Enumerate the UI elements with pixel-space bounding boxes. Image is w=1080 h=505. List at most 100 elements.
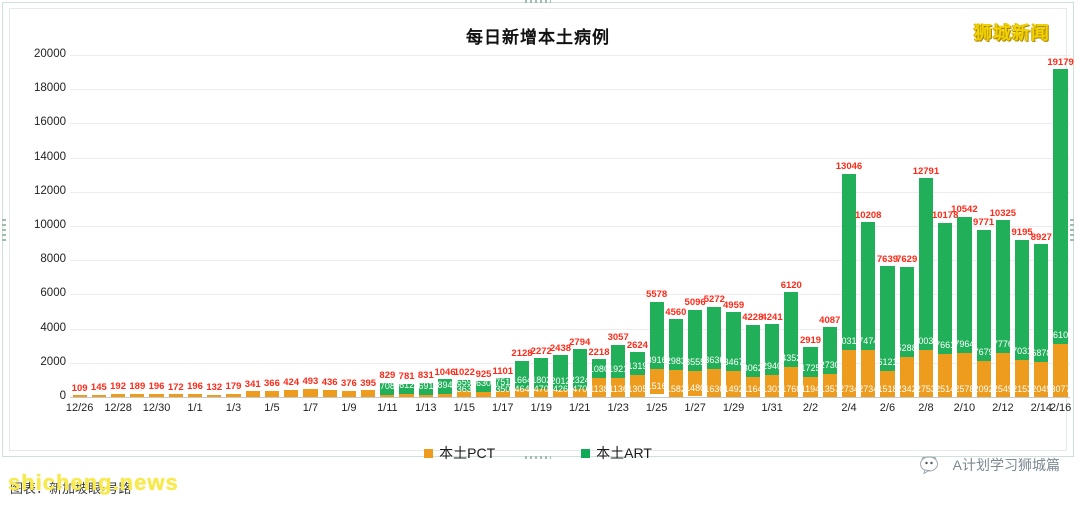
bar-segment-art[interactable]: 3062 xyxy=(743,324,763,378)
bar-group[interactable]: 196 xyxy=(147,55,166,397)
bar-segment-art[interactable]: 7776 xyxy=(993,220,1013,354)
bar-segment-art[interactable]: 2983 xyxy=(666,319,686,371)
bar-group[interactable]: 3057 1921 1136 xyxy=(608,55,629,397)
bar-segment-pct[interactable] xyxy=(303,388,318,397)
bar-segment-pct[interactable]: 1768 xyxy=(781,366,801,397)
legend-item-pct[interactable]: 本土PCT xyxy=(424,443,495,463)
bar-segment-pct[interactable]: 1194 xyxy=(801,376,820,397)
bar-segment-pct[interactable]: 2549 xyxy=(993,353,1013,397)
bar-group[interactable]: 179 xyxy=(224,55,243,397)
bar-group[interactable]: 2919 1725 1194 xyxy=(800,55,821,397)
bar-segment-art[interactable]: 2324 xyxy=(570,349,590,389)
bar-segment-pct[interactable]: 2753 xyxy=(916,349,936,397)
bar-group[interactable]: 781 612 xyxy=(397,55,416,397)
bar-segment-pct[interactable]: 2092 xyxy=(974,361,994,397)
bar-segment-art[interactable]: 751 xyxy=(495,378,510,392)
bar-group[interactable]: 2272 1802 470 xyxy=(531,55,552,397)
bar-segment-art[interactable]: 2012 xyxy=(550,355,570,390)
bar-segment-pct[interactable] xyxy=(418,394,433,397)
bar-segment-pct[interactable] xyxy=(207,394,222,397)
bar-segment-pct[interactable]: 2049 xyxy=(1031,361,1051,397)
bar-segment-pct[interactable]: 2734 xyxy=(839,350,859,397)
bar-group[interactable]: 1101 751 350 xyxy=(492,55,513,397)
bar-segment-pct[interactable] xyxy=(226,393,241,397)
bar-group[interactable]: 196 xyxy=(185,55,204,397)
bar-segment-pct[interactable] xyxy=(110,393,126,397)
bar-segment-art[interactable]: 10312 xyxy=(836,173,862,351)
bar-segment-pct[interactable] xyxy=(149,393,164,397)
bar-group[interactable]: 12791 10038 2753 xyxy=(913,55,939,397)
bar-segment-art[interactable]: 1921 xyxy=(608,344,628,378)
bar-segment-art[interactable]: 7661 xyxy=(935,222,955,354)
bar-segment-pct[interactable]: 470 xyxy=(534,384,549,397)
bar-segment-art[interactable]: 1080 xyxy=(589,359,609,378)
bar-segment-pct[interactable]: 2734 xyxy=(858,350,878,397)
bar-group[interactable]: 19179 16102 3077 xyxy=(1047,55,1074,397)
bar-group[interactable]: 4087 2730 1357 xyxy=(819,55,840,397)
bar-segment-pct[interactable]: 1136 xyxy=(608,377,628,397)
resize-handle-right[interactable] xyxy=(1070,218,1074,241)
bar-segment-pct[interactable]: 1492 xyxy=(724,371,744,397)
bar-segment-art[interactable]: 1664 xyxy=(512,360,532,390)
bar-group[interactable]: 2624 1319 1305 xyxy=(627,55,648,397)
bar-segment-art[interactable]: 691 xyxy=(418,381,433,395)
bar-segment-pct[interactable] xyxy=(91,394,106,397)
bar-segment-pct[interactable]: 464 xyxy=(514,384,530,397)
bar-group[interactable]: 2218 1080 1138 xyxy=(588,55,610,397)
bar-group[interactable]: 493 xyxy=(301,55,320,397)
bar-segment-art[interactable]: 708 xyxy=(380,381,395,395)
bar-segment-art[interactable]: 2730 xyxy=(820,327,840,374)
bar-segment-pct[interactable]: 1480 xyxy=(685,370,705,396)
bar-group[interactable]: 424 xyxy=(282,55,301,397)
bar-group[interactable]: 341 xyxy=(243,55,262,397)
bar-segment-art[interactable]: 7031 xyxy=(1012,239,1032,360)
bar-group[interactable]: 13046 10312 2734 xyxy=(836,55,862,397)
bar-segment-pct[interactable]: 3077 xyxy=(1051,344,1071,397)
bar-group[interactable]: 145 xyxy=(89,55,108,397)
bar-segment-pct[interactable]: 2342 xyxy=(897,356,917,398)
bar-group[interactable]: 10542 7964 2578 xyxy=(951,55,978,397)
bar-group[interactable]: 5096 3555 1480 xyxy=(685,55,706,397)
bar-segment-art[interactable]: 894 xyxy=(438,379,453,395)
bar-group[interactable]: 132 xyxy=(205,55,224,397)
bar-segment-pct[interactable]: 1305 xyxy=(627,374,647,397)
bar-group[interactable]: 5272 3636 1630 xyxy=(704,55,725,397)
chart-object-frame[interactable]: 每日新增本土病例 狮城新闻 0 2000 4000 6000 8000 10000 1200… xyxy=(2,2,1074,461)
bar-segment-art[interactable]: 659 xyxy=(457,377,472,391)
bar-segment-art[interactable]: 630 xyxy=(476,378,491,392)
bar-group[interactable]: 395 xyxy=(359,55,378,397)
bar-segment-art[interactable]: 612 xyxy=(399,381,414,395)
bar-segment-art[interactable]: 7964 xyxy=(954,216,974,353)
bar-segment-pct[interactable]: 350 xyxy=(495,384,510,397)
resize-handle-left[interactable] xyxy=(2,218,6,241)
bar-group[interactable]: 2128 1664 464 xyxy=(511,55,533,397)
bar-group[interactable]: 8927 6878 2049 xyxy=(1031,55,1052,397)
bar-group[interactable]: 7629 5288 2342 xyxy=(896,55,917,398)
bar-segment-art[interactable]: 16102 xyxy=(1048,69,1073,345)
bar-segment-art[interactable]: 10038 xyxy=(913,178,938,350)
bar-segment-pct[interactable] xyxy=(361,390,376,397)
bar-segment-pct[interactable] xyxy=(72,395,87,397)
bar-segment-pct[interactable]: 1518 xyxy=(877,371,897,397)
bar-segment-art[interactable]: 7474 xyxy=(858,222,878,351)
bar-segment-art[interactable]: 2940 xyxy=(762,324,782,375)
bar-segment-art[interactable]: 3555 xyxy=(685,309,705,371)
bar-group[interactable]: 192 xyxy=(108,55,127,397)
bar-segment-pct[interactable]: 1301 xyxy=(762,374,782,397)
bar-group[interactable]: 4241 2940 1301 xyxy=(761,55,783,397)
bar-group[interactable]: 2438 2012 426 xyxy=(550,55,571,397)
bar-group[interactable]: 829 708 xyxy=(378,55,397,397)
bar-segment-pct[interactable] xyxy=(341,390,356,397)
bar-segment-art[interactable]: 3636 xyxy=(704,306,724,370)
bar-group[interactable]: 172 xyxy=(166,55,185,397)
bar-group[interactable]: 5578 3916 1516 xyxy=(646,55,667,397)
bar-segment-pct[interactable]: 1582 xyxy=(666,370,686,398)
bar-group[interactable]: 1022 659 363 xyxy=(454,55,475,397)
bar-group[interactable]: 1046 894 xyxy=(434,55,456,397)
bar-group[interactable]: 831 691 xyxy=(416,55,435,397)
bar-group[interactable]: 4560 2983 1582 xyxy=(665,55,686,398)
bar-segment-pct[interactable] xyxy=(437,394,453,397)
bar-group[interactable]: 7639 6121 1518 xyxy=(877,55,898,397)
bar-segment-art[interactable]: 1319 xyxy=(627,352,647,375)
legend-item-art[interactable]: 本土ART xyxy=(581,443,652,463)
